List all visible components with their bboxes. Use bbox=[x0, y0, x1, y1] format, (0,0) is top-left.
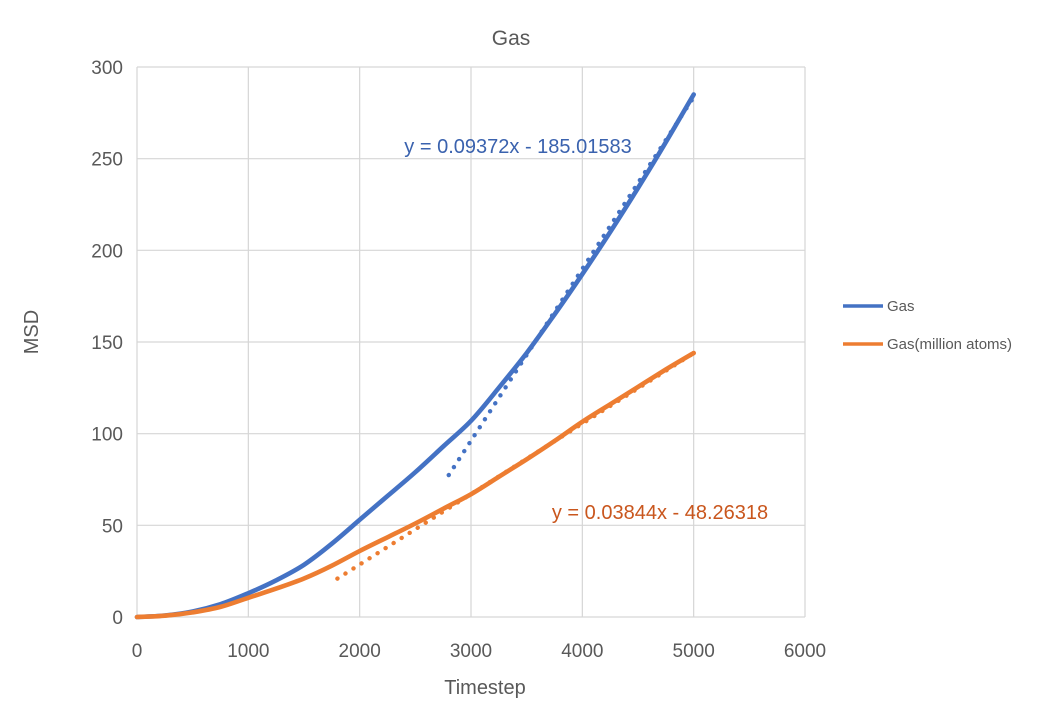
chart-title: Gas bbox=[492, 27, 531, 50]
y-tick-label: 250 bbox=[91, 150, 123, 171]
x-tick-label: 2000 bbox=[339, 641, 381, 662]
x-axis-title: Timestep bbox=[444, 677, 526, 699]
trendline-equation-gas: y = 0.09372x - 185.01583 bbox=[404, 136, 631, 158]
y-tick-label: 300 bbox=[91, 58, 123, 79]
x-tick-label: 0 bbox=[132, 641, 143, 662]
legend-label-gas[interactable]: Gas bbox=[887, 298, 915, 315]
axis-tick-labels: 0 1000 2000 3000 4000 5000 6000 0 50 100 150 200 250… bbox=[91, 58, 826, 662]
y-tick-label: 0 bbox=[112, 608, 123, 629]
y-tick-label: 100 bbox=[91, 425, 123, 446]
y-tick-label: 200 bbox=[91, 241, 123, 262]
y-tick-label: 150 bbox=[91, 333, 123, 354]
series-line-gas-million-atoms- bbox=[134, 350, 696, 620]
series-line-gas bbox=[134, 92, 696, 620]
y-tick-label: 50 bbox=[102, 516, 123, 537]
trendline-equation-gas-million-atoms: y = 0.03844x - 48.26318 bbox=[552, 502, 768, 524]
x-tick-label: 6000 bbox=[784, 641, 826, 662]
series-plots bbox=[134, 92, 696, 620]
x-tick-label: 5000 bbox=[673, 641, 715, 662]
legend: Gas Gas(million atoms) bbox=[843, 298, 1012, 353]
trendline-gas bbox=[446, 94, 696, 478]
legend-label-gas-million-atoms[interactable]: Gas(million atoms) bbox=[887, 336, 1012, 353]
gridlines bbox=[136, 66, 806, 618]
x-tick-label: 1000 bbox=[227, 641, 269, 662]
y-axis-title: MSD bbox=[21, 310, 43, 354]
x-tick-label: 4000 bbox=[561, 641, 603, 662]
x-tick-label: 3000 bbox=[450, 641, 492, 662]
